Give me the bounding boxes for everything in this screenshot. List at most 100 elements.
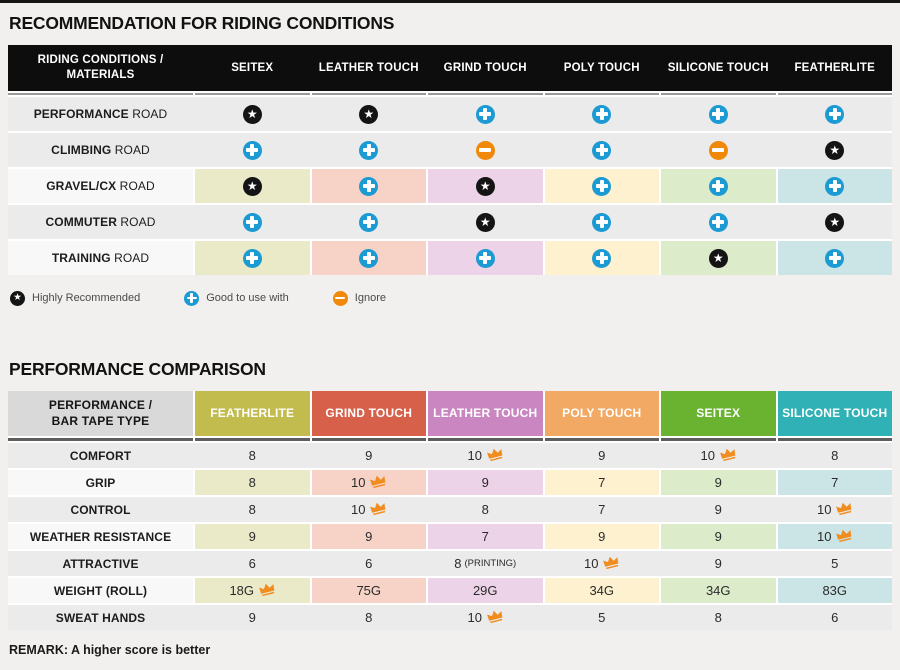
score-value: 8 — [248, 448, 256, 463]
legend-label: Good to use with — [206, 292, 289, 304]
row-label: COMMUTER ROAD — [46, 215, 156, 229]
row-label-cell: ATTRACTIVE — [8, 551, 193, 576]
recommendation-cell — [661, 97, 776, 131]
header-underline-segment — [428, 438, 543, 441]
row-label: SWEAT HANDS — [55, 610, 146, 625]
recommendation-cell — [778, 97, 893, 131]
header-underline-segment — [311, 438, 426, 441]
plus-icon — [592, 212, 612, 232]
row-label: GRIP — [85, 475, 116, 490]
star-icon — [359, 104, 379, 124]
column-header-leather-touch: LEATHER TOUCH — [428, 391, 543, 436]
legend-label: Highly Recommended — [32, 292, 141, 304]
row-label: GRAVEL/CX ROAD — [46, 179, 155, 193]
score-cell: 9 — [311, 524, 426, 549]
crown-icon — [603, 556, 619, 570]
riding-row-training: TRAINING ROAD — [8, 241, 892, 275]
score-cell: 9 — [544, 524, 659, 549]
score-note: (PRINTING) — [464, 558, 517, 569]
legend-item-plus: Good to use with — [184, 290, 289, 306]
score-cell: 9 — [195, 605, 310, 630]
column-header-seitex: SEITEX — [231, 61, 274, 74]
row-label-cell: COMMUTER ROAD — [8, 205, 193, 239]
row-label-strong: CLIMBING — [51, 143, 112, 157]
row-label-strong: GRAVEL/CX — [46, 179, 117, 193]
score-cell: 8 — [312, 605, 427, 630]
row-label: CLIMBING ROAD — [51, 143, 150, 157]
score-cell: 7 — [544, 470, 659, 495]
remark: REMARK: A higher score is better — [9, 643, 211, 657]
recommendation-cell — [661, 205, 776, 239]
recommendation-cell — [312, 133, 427, 167]
score-value: 75G — [356, 583, 382, 598]
plus-icon — [359, 176, 379, 196]
header-underline-segment — [428, 93, 543, 95]
header-underline-segment — [8, 93, 193, 95]
score-value: 34G — [589, 583, 615, 598]
recommendation-cell — [661, 133, 776, 167]
row-label-cell: PERFORMANCE ROAD — [8, 97, 193, 131]
star-icon — [708, 248, 728, 268]
minus-icon — [708, 140, 728, 160]
row-label-rest: ROAD — [111, 143, 150, 157]
row-label-cell: SWEAT HANDS — [8, 605, 193, 630]
score-cell: 83G — [777, 578, 892, 603]
score-cell: 8 — [661, 605, 776, 630]
score-value: 9 — [365, 448, 373, 463]
score-cell: 8 (PRINTING) — [428, 551, 543, 576]
score-value: 9 — [714, 475, 722, 490]
row-label-cell: GRIP — [8, 470, 193, 495]
recommendation-cell — [311, 169, 426, 203]
score-cell: 8 — [195, 470, 310, 495]
score-cell: 7 — [428, 524, 543, 549]
recommendation-cell — [545, 133, 660, 167]
score-cell: 18G — [195, 578, 310, 603]
column-header-featherlite: FEATHERLITE — [195, 391, 310, 436]
header-underline-segment — [195, 93, 310, 95]
recommendation-cell — [195, 133, 310, 167]
minus-icon — [332, 290, 348, 306]
recommendation-cell — [312, 97, 427, 131]
header-underline-segment — [195, 438, 310, 441]
score-cell: 6 — [195, 551, 310, 576]
performance-table-header-underline — [8, 438, 892, 441]
plus-icon — [825, 176, 845, 196]
plus-icon — [475, 248, 495, 268]
row-label-strong: COMMUTER — [45, 215, 117, 229]
score-value: 8 — [365, 610, 373, 625]
header-underline-segment — [777, 93, 892, 95]
recommendation-cell — [195, 205, 310, 239]
score-value: 6 — [248, 556, 256, 571]
crown-icon — [720, 448, 736, 462]
score-value: 18G — [229, 583, 255, 598]
header-underline-segment — [544, 93, 659, 95]
row-label-rest: ROAD — [116, 179, 155, 193]
column-header-grind-touch: GRIND TOUCH — [443, 61, 527, 74]
score-value: 34G — [705, 583, 731, 598]
riding-table-header-underline — [8, 93, 892, 95]
score-cell: 9 — [545, 443, 660, 468]
row-label-strong: TRAINING — [51, 251, 111, 265]
star-icon — [10, 290, 25, 306]
legend-label: Ignore — [354, 292, 386, 304]
score-cell: 6 — [778, 605, 893, 630]
top-border — [0, 0, 900, 3]
score-cell: 34G — [544, 578, 659, 603]
column-header-grind-touch: GRIND TOUCH — [311, 391, 426, 436]
riding-row-climbing: CLIMBING ROAD — [8, 133, 892, 167]
score-value: 10 — [584, 556, 599, 571]
crown-icon — [836, 529, 852, 543]
score-value: 8 — [248, 502, 256, 517]
row-label: PERFORMANCE ROAD — [34, 107, 168, 121]
score-value: 9 — [714, 529, 722, 544]
riding-conditions-table: RIDING CONDITIONS / MATERIALS SEITEX LEATH… — [8, 45, 892, 275]
score-value: 8 — [454, 556, 462, 571]
row-label-strong: PERFORMANCE — [33, 107, 129, 121]
plus-icon — [708, 104, 728, 124]
score-value: 8 — [831, 448, 839, 463]
score-cell: 10 — [312, 497, 427, 522]
row-label: ATTRACTIVE — [62, 556, 139, 571]
recommendation-cell — [311, 241, 426, 275]
score-cell: 9 — [195, 524, 310, 549]
score-value: 10 — [351, 475, 366, 490]
